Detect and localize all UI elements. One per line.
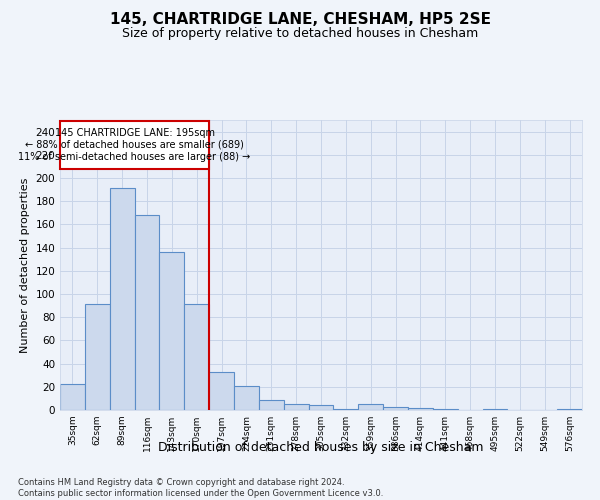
Bar — [134, 215, 160, 410]
Bar — [259, 400, 284, 410]
Bar — [482, 409, 508, 410]
Bar — [184, 304, 209, 410]
Bar — [60, 384, 85, 410]
Text: 145 CHARTRIDGE LANE: 195sqm
← 88% of detached houses are smaller (689)
11% of se: 145 CHARTRIDGE LANE: 195sqm ← 88% of det… — [19, 128, 251, 162]
FancyBboxPatch shape — [60, 121, 209, 168]
Text: Size of property relative to detached houses in Chesham: Size of property relative to detached ho… — [122, 28, 478, 40]
Bar — [358, 404, 383, 410]
Bar — [308, 406, 334, 410]
Bar — [383, 406, 408, 410]
Bar — [433, 409, 458, 410]
Text: Distribution of detached houses by size in Chesham: Distribution of detached houses by size … — [158, 441, 484, 454]
Bar — [408, 408, 433, 410]
Bar — [284, 404, 308, 410]
Text: Contains HM Land Registry data © Crown copyright and database right 2024.
Contai: Contains HM Land Registry data © Crown c… — [18, 478, 383, 498]
Bar — [557, 409, 582, 410]
Bar — [85, 304, 110, 410]
Bar — [160, 252, 184, 410]
Text: 145, CHARTRIDGE LANE, CHESHAM, HP5 2SE: 145, CHARTRIDGE LANE, CHESHAM, HP5 2SE — [110, 12, 491, 28]
Bar — [234, 386, 259, 410]
Bar — [209, 372, 234, 410]
Bar — [334, 409, 358, 410]
Bar — [110, 188, 134, 410]
Y-axis label: Number of detached properties: Number of detached properties — [20, 178, 30, 352]
